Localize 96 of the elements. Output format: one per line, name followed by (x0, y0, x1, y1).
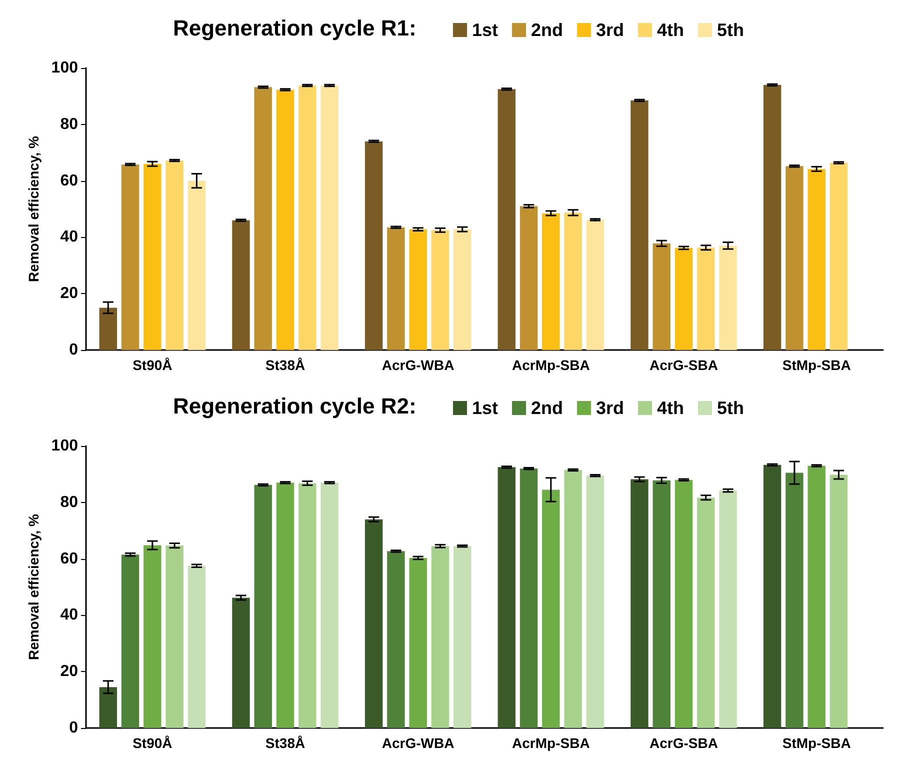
bar (166, 160, 184, 350)
y-tick-label: 100 (51, 60, 78, 76)
y-tick-label: 60 (60, 550, 78, 568)
y-tick-label: 20 (60, 663, 78, 680)
bar (830, 162, 848, 350)
bar (99, 308, 117, 350)
bar (763, 464, 782, 728)
y-axis-title: Removal efficiency, % (25, 135, 42, 282)
bar (674, 248, 693, 350)
bar (276, 482, 294, 728)
bar (276, 90, 294, 350)
bar (387, 227, 405, 350)
bar (830, 474, 848, 728)
legend-label: 4th (657, 398, 684, 418)
chart-title: Regeneration cycle R1: (173, 16, 416, 40)
bar (364, 141, 383, 350)
bar (630, 479, 648, 728)
bar (166, 546, 184, 728)
chart-title: Regeneration cycle R2: (173, 394, 416, 418)
bar (188, 180, 206, 350)
bar (144, 545, 162, 728)
y-tick-label: 40 (60, 606, 78, 624)
y-tick-label: 0 (69, 720, 78, 736)
bar (697, 498, 715, 728)
y-tick-label: 100 (51, 438, 78, 454)
bar (652, 480, 670, 728)
bar (719, 490, 737, 728)
x-tick-label: StMp-SBA (782, 357, 851, 373)
bar (697, 248, 715, 350)
bar (786, 166, 804, 350)
bar (763, 84, 782, 350)
x-tick-label: AcrMp-SBA (512, 357, 590, 373)
legend-label: 1st (472, 398, 498, 418)
bar (320, 85, 338, 350)
y-tick-label: 0 (69, 342, 78, 358)
bar (674, 480, 693, 728)
x-tick-label: AcrMp-SBA (512, 735, 590, 751)
x-tick-label: AcrG-WBA (382, 735, 454, 751)
legend-label: 5th (717, 398, 744, 418)
bar (719, 246, 737, 350)
legend-label: 1st (472, 20, 498, 40)
bar (454, 546, 472, 728)
x-tick-label: AcrG-SBA (650, 735, 718, 751)
bar (652, 243, 670, 350)
bar (808, 168, 826, 350)
bar (121, 554, 140, 728)
bar (586, 476, 604, 728)
bar (498, 89, 516, 350)
bar (786, 472, 804, 728)
bar (99, 687, 117, 728)
x-tick-label: St90Å (132, 735, 172, 751)
bar (431, 230, 450, 350)
legend-label: 2nd (531, 20, 564, 40)
bar (254, 484, 272, 728)
y-tick-label: 20 (60, 285, 78, 302)
x-tick-label: AcrG-WBA (382, 357, 454, 373)
bar (520, 206, 538, 350)
legend-label: 4th (657, 20, 684, 40)
x-tick-label: St38Å (265, 357, 306, 373)
bar (564, 470, 582, 728)
bar (144, 164, 162, 350)
bar (520, 468, 538, 728)
bar (320, 482, 338, 728)
bar (387, 551, 405, 728)
bar (409, 229, 427, 350)
legend-label: 2nd (531, 398, 564, 418)
y-tick-label: 40 (60, 228, 78, 246)
y-tick-label: 80 (60, 494, 78, 511)
bar (542, 490, 560, 728)
bar (586, 220, 604, 350)
x-tick-label: St38Å (265, 735, 306, 751)
bar (542, 213, 560, 350)
bar (808, 466, 826, 728)
bar (364, 519, 383, 728)
bar (564, 212, 582, 350)
legend-label: 3rd (596, 20, 624, 40)
x-tick-label: StMp-SBA (782, 735, 851, 751)
y-tick-label: 60 (60, 172, 78, 190)
bar (431, 546, 450, 728)
x-tick-label: AcrG-SBA (650, 357, 718, 373)
bar (298, 483, 316, 728)
bar (188, 566, 206, 728)
bar (254, 87, 272, 350)
bar (630, 100, 648, 350)
bar (298, 85, 316, 350)
legend-label: 3rd (596, 398, 624, 418)
legend-label: 5th (717, 20, 744, 40)
bar (121, 164, 140, 350)
bar (454, 229, 472, 350)
bar (498, 467, 516, 728)
bar (409, 558, 427, 728)
x-tick-label: St90Å (132, 357, 172, 373)
y-tick-label: 80 (60, 116, 78, 133)
y-axis-title: Removal efficiency, % (25, 513, 42, 660)
bar (232, 598, 250, 728)
bar (232, 220, 250, 350)
